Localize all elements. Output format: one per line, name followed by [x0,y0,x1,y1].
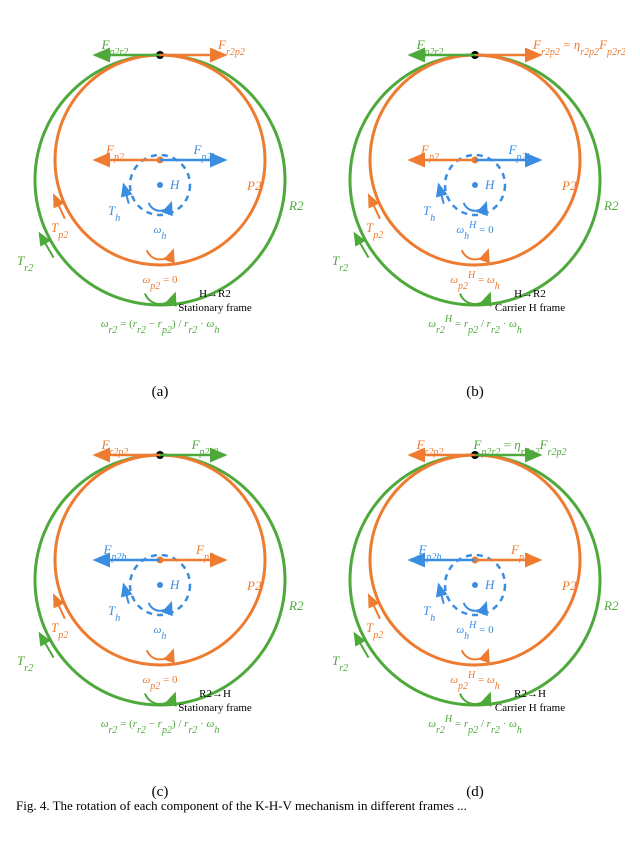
p2-label: P2 [561,578,577,593]
p2-label: P2 [246,178,262,193]
h-label: H [169,177,180,192]
torque-Tr2-arrow [40,633,54,657]
torque-Th-arrow [124,184,129,203]
force-Fr2p2-label: Fr2p2 = ηr2p2Fp2r2 [532,37,625,58]
sub-label: (d) [325,784,625,801]
omega-h-label: ωh [154,624,167,642]
torque-Tr2-label: Tr2 [332,253,348,274]
r2-label: R2 [603,198,619,213]
r2-label: R2 [603,598,619,613]
h-center-icon [472,182,478,188]
panel-svg: H P2 R2 Fp2r2 Fr2p2 = ηr2p2Fp2r2 Fp2 Fp2… [325,10,625,380]
torque-Th-label: Th [108,603,120,624]
frame-label: Carrier H frame [495,302,565,314]
omega-p2-arc [147,250,173,259]
omega-p2-label: ωp2 = 0 [143,274,178,292]
torque-Th-arrow [439,184,444,203]
torque-Tr2-label: Tr2 [17,653,33,674]
direction-label: R2→H [199,688,231,700]
torque-Tr2-label: Tr2 [17,253,33,274]
omega-p2-arc [462,650,488,659]
frame-label: Carrier H frame [495,702,565,714]
torque-Tp2-label: Tp2 [366,220,383,241]
torque-Th-label: Th [423,203,435,224]
omega-r2-arc-arc [145,294,175,305]
omega-h-label: ωh [154,224,167,242]
sub-label: (b) [325,384,625,401]
torque-Tr2-label: Tr2 [332,653,348,674]
p2-label: P2 [561,178,577,193]
omega-r2-arc-arc [145,694,175,705]
omega-h-arc [149,603,172,611]
torque-Tp2-label: Tp2 [51,220,68,241]
torque-Tp2-label: Tp2 [366,620,383,641]
omega-r2-label: ωr2H = rp2 / rr2 · ωh [428,714,522,736]
torque-Th-label: Th [423,603,435,624]
torque-Tr2-arrow [40,233,54,257]
omega-r2-arc-arc [460,694,490,705]
direction-label: H→R2 [199,288,231,300]
panel-svg: H P2 R2 Fp2r2 = ηr2p2Fr2p2 Fr2p2 Fp2 Fp2… [325,410,625,780]
h-label: H [169,577,180,592]
panel-svg: H P2 R2 Fp2r2 Fr2p2 Fp2 Fp2h Tr2 Tp2 Th … [10,410,310,780]
torque-Tr2-arrow [355,633,369,657]
torque-Th-arrow [439,584,444,603]
omega-r2-label: ωr2 = (rr2 − rp2) / rr2 · ωh [101,718,220,736]
omega-p2-label: ωp2H = ωh [450,670,500,692]
torque-Th-arrow [124,584,129,603]
panel-c: H P2 R2 Fp2r2 Fr2p2 Fp2 Fp2h Tr2 Tp2 Th … [10,410,310,780]
h-center-icon [157,582,163,588]
r2-label: R2 [288,198,304,213]
omega-p2-arc [147,650,173,659]
omega-h-label: ωhH = 0 [456,620,494,642]
torque-Tr2-arrow [355,233,369,257]
omega-r2-label: ωr2H = rp2 / rr2 · ωh [428,314,522,336]
h-center-icon [472,582,478,588]
omega-r2-arc-arc [460,294,490,305]
direction-label: H→R2 [514,288,546,300]
omega-p2-arc [462,250,488,259]
p2-label: P2 [246,578,262,593]
omega-h-arc [149,203,172,211]
omega-h-arc [464,203,487,211]
omega-h-label: ωhH = 0 [456,220,494,242]
torque-Tp2-label: Tp2 [51,620,68,641]
panel-b: H P2 R2 Fp2r2 Fr2p2 = ηr2p2Fp2r2 Fp2 Fp2… [325,10,625,380]
omega-p2-label: ωp2H = ωh [450,270,500,292]
omega-p2-label: ωp2 = 0 [143,674,178,692]
sub-label: (a) [10,384,310,401]
omega-r2-label: ωr2 = (rr2 − rp2) / rr2 · ωh [101,318,220,336]
h-label: H [484,577,495,592]
panel-a: H P2 R2 Fp2r2 Fr2p2 Fp2 Fp2h Tr2 Tp2 Th … [10,10,310,380]
frame-label: Stationary frame [178,302,252,314]
torque-Th-label: Th [108,203,120,224]
h-center-icon [157,182,163,188]
frame-label: Stationary frame [178,702,252,714]
h-label: H [484,177,495,192]
sub-label: (c) [10,784,310,801]
omega-h-arc [464,603,487,611]
direction-label: R2→H [514,688,546,700]
panel-svg: H P2 R2 Fp2r2 Fr2p2 Fp2 Fp2h Tr2 Tp2 Th … [10,10,310,380]
figure-grid: H P2 R2 Fp2r2 Fr2p2 Fp2 Fp2h Tr2 Tp2 Th … [10,10,630,780]
panel-d: H P2 R2 Fp2r2 = ηr2p2Fr2p2 Fr2p2 Fp2 Fp2… [325,410,625,780]
r2-label: R2 [288,598,304,613]
